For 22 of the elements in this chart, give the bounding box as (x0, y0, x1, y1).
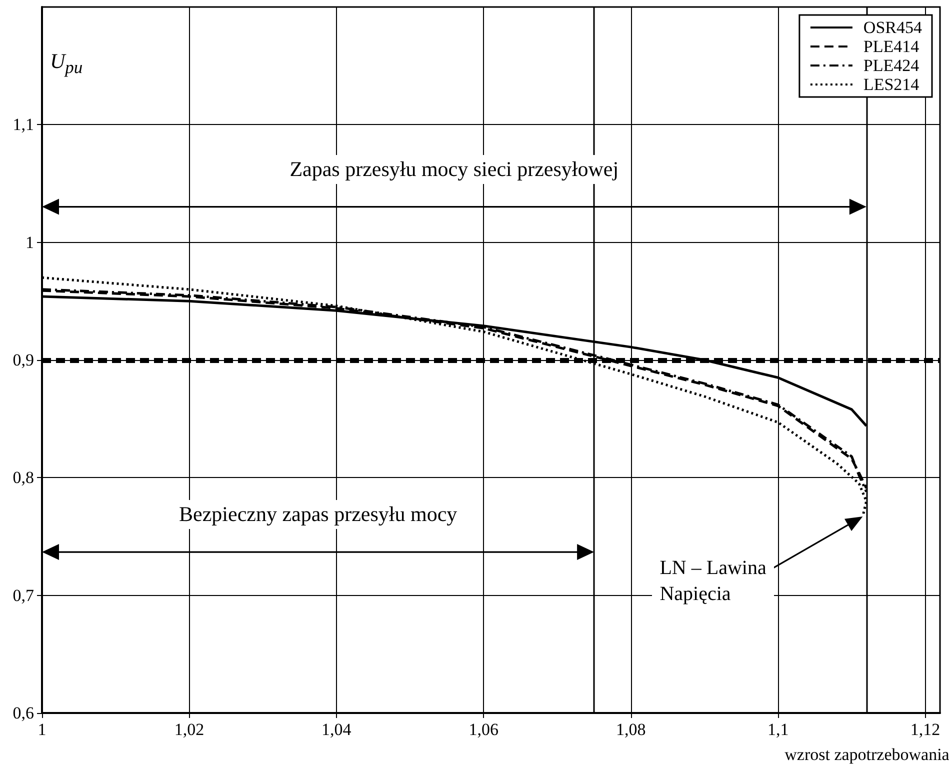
y-tick-label: 0,6 (12, 704, 34, 722)
y-tick-label: 0,9 (12, 350, 34, 370)
x-tick-label: 1,02 (174, 720, 204, 739)
legend-label: PLE414 (863, 37, 920, 56)
y-tick-label: 1 (26, 232, 34, 252)
legend-label: PLE424 (863, 56, 920, 75)
y-tick-label: 0,8 (12, 468, 34, 488)
x-tick-label: 1,08 (616, 720, 646, 739)
annotation: Bezpieczny zapas przesyłu mocy (173, 500, 464, 530)
x-axis-title: wzrost zapotrzebowania (784, 745, 949, 765)
x-tick-label: 1,1 (767, 720, 789, 739)
annotation: Zapas przesyłu mocy sieci przesyłowej (284, 154, 625, 184)
x-tick-label: 1,06 (468, 720, 499, 739)
x-tick-label: 1,12 (910, 720, 940, 739)
legend-label: OSR454 (863, 18, 922, 37)
y-tick-label: 1,1 (12, 115, 34, 134)
x-tick-label: 1 (38, 720, 46, 739)
legend-label: LES214 (863, 75, 920, 94)
x-tick-label: 1,04 (322, 720, 352, 739)
y-tick-label: 0,7 (12, 586, 34, 605)
y-axis-title: U$_{pu}$ (50, 49, 83, 78)
annotation: LN – Lawina Napięcia (652, 553, 774, 610)
